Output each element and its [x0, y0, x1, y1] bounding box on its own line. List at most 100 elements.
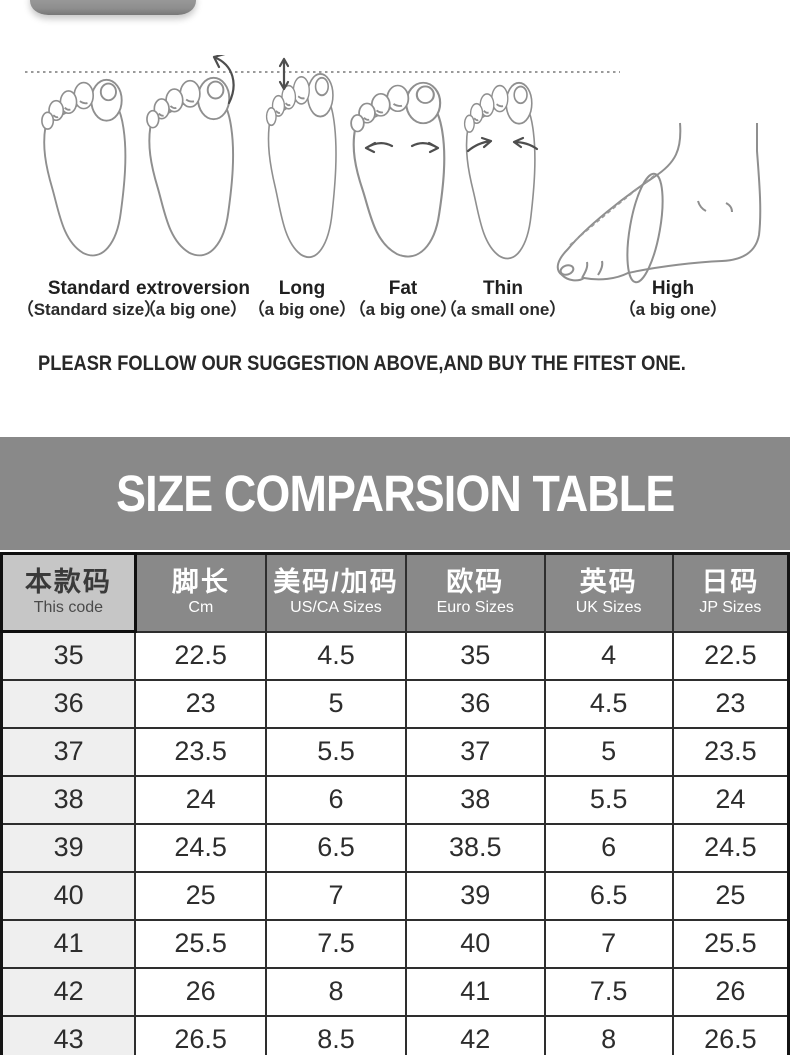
table-row: 39 24.5 6.5 38.5 6 24.5 — [0, 822, 790, 873]
table-cell: 26.5 — [134, 1014, 267, 1055]
table-cell: 7 — [543, 918, 674, 969]
cell-this-code: 36 — [0, 678, 137, 729]
table-cell: 26 — [671, 966, 790, 1017]
foot-label-long: Long — [279, 278, 325, 299]
table-cell: 25 — [134, 870, 267, 921]
table-cell: 42 — [405, 1014, 546, 1055]
table-cell: 6 — [543, 822, 674, 873]
fat-foot-illustration — [350, 81, 446, 258]
table-cell: 25 — [671, 870, 790, 921]
table-cell: 24 — [671, 774, 790, 825]
table-cell: 35 — [405, 630, 546, 681]
table-cell: 39 — [405, 870, 546, 921]
table-cell: 8 — [264, 966, 408, 1017]
table-cell: 5 — [264, 678, 408, 729]
girth-measure-ellipse — [626, 172, 664, 284]
table-row: 43 26.5 8.5 42 8 26.5 — [0, 1014, 790, 1055]
foot-label-extroversion: extroversion — [136, 278, 250, 299]
thin-width-arrows — [466, 136, 539, 153]
table-cell: 8 — [543, 1014, 674, 1055]
table-cell: 6.5 — [543, 870, 674, 921]
foot-label-fat: Fat — [389, 278, 418, 299]
suggestion-text: PLEASR FOLLOW OUR SUGGESTION ABOVE,AND B… — [38, 351, 686, 375]
table-cell: 37 — [405, 726, 546, 777]
cell-this-code: 40 — [0, 870, 137, 921]
size-comparison-table: 本款码 This code 脚长 Cm 美码/加码 US/CA Sizes 欧码… — [0, 552, 790, 1055]
table-cell: 24 — [134, 774, 267, 825]
table-row: 42 26 8 41 7.5 26 — [0, 966, 790, 1017]
header-euro-sizes: 欧码 Euro Sizes — [405, 552, 546, 633]
cell-this-code: 42 — [0, 966, 137, 1017]
fat-width-arrows — [364, 141, 440, 154]
header-us-ca-sizes: 美码/加码 US/CA Sizes — [264, 552, 408, 633]
foot-label-standard: Standard — [48, 278, 130, 299]
table-cell: 5.5 — [264, 726, 408, 777]
table-cell: 22.5 — [134, 630, 267, 681]
table-cell: 4.5 — [543, 678, 674, 729]
table-row: 41 25.5 7.5 40 7 25.5 — [0, 918, 790, 969]
size-table-body: 35 22.5 4.5 35 4 22.5 36 23 5 36 4.5 23 37 23.5 5.5 37 5… — [0, 630, 790, 1055]
foot-types-figure: Standard （Standard size） extroversion （a… — [17, 55, 762, 319]
table-row: 36 23 5 36 4.5 23 — [0, 678, 790, 729]
table-cell: 23.5 — [671, 726, 790, 777]
foot-note-thin: （a small one） — [440, 299, 567, 319]
size-table-title: SIZE COMPARSION TABLE — [115, 465, 675, 522]
table-cell: 23.5 — [134, 726, 267, 777]
table-cell: 4.5 — [264, 630, 408, 681]
thin-foot-illustration — [463, 81, 536, 260]
foot-note-standard: （Standard size） — [17, 299, 162, 319]
table-cell: 8.5 — [264, 1014, 408, 1055]
table-cell: 6.5 — [264, 822, 408, 873]
length-arrow — [278, 57, 290, 91]
foot-label-high: High — [652, 278, 694, 299]
foot-note-fat: （a big one） — [349, 299, 458, 319]
table-row: 35 22.5 4.5 35 4 22.5 — [0, 630, 790, 681]
header-foot-length-cm: 脚长 Cm — [134, 552, 267, 633]
table-cell: 26 — [134, 966, 267, 1017]
table-cell: 38 — [405, 774, 546, 825]
table-cell: 5.5 — [543, 774, 674, 825]
table-cell: 25.5 — [134, 918, 267, 969]
size-table-header: 本款码 This code 脚长 Cm 美码/加码 US/CA Sizes 欧码… — [0, 552, 790, 633]
shoe-sole-image-fragment — [30, 0, 196, 15]
cell-this-code: 37 — [0, 726, 137, 777]
standard-foot-illustration — [40, 78, 127, 257]
header-jp-sizes: 日码 JP Sizes — [671, 552, 790, 633]
table-cell: 5 — [543, 726, 674, 777]
extroversion-arrow — [212, 55, 235, 105]
high-instep-foot-illustration — [556, 122, 762, 284]
table-cell: 40 — [405, 918, 546, 969]
cell-this-code: 43 — [0, 1014, 137, 1055]
table-cell: 4 — [543, 630, 674, 681]
table-cell: 6 — [264, 774, 408, 825]
foot-label-thin: Thin — [483, 278, 523, 299]
cell-this-code: 35 — [0, 630, 137, 681]
header-row: 本款码 This code 脚长 Cm 美码/加码 US/CA Sizes 欧码… — [0, 552, 790, 633]
table-cell: 7 — [264, 870, 408, 921]
table-row: 40 25 7 39 6.5 25 — [0, 870, 790, 921]
foot-note-long: （a big one） — [248, 299, 357, 319]
table-row: 38 24 6 38 5.5 24 — [0, 774, 790, 825]
table-cell: 41 — [405, 966, 546, 1017]
foot-note-high: （a big one） — [619, 299, 728, 319]
cell-this-code: 39 — [0, 822, 137, 873]
cell-this-code: 41 — [0, 918, 137, 969]
table-cell: 23 — [134, 678, 267, 729]
table-cell: 7.5 — [264, 918, 408, 969]
table-cell: 38.5 — [405, 822, 546, 873]
table-cell: 24.5 — [134, 822, 267, 873]
foot-note-extroversion: （a big one） — [139, 299, 248, 319]
table-cell: 26.5 — [671, 1014, 790, 1055]
table-row: 37 23.5 5.5 37 5 23.5 — [0, 726, 790, 777]
extroversion-foot-illustration — [145, 76, 235, 257]
table-cell: 7.5 — [543, 966, 674, 1017]
table-cell: 25.5 — [671, 918, 790, 969]
header-uk-sizes: 英码 UK Sizes — [543, 552, 674, 633]
cell-this-code: 38 — [0, 774, 137, 825]
table-cell: 36 — [405, 678, 546, 729]
table-cell: 23 — [671, 678, 790, 729]
long-foot-illustration — [265, 72, 337, 259]
table-cell: 22.5 — [671, 630, 790, 681]
size-table-title-band: SIZE COMPARSION TABLE — [0, 437, 790, 550]
